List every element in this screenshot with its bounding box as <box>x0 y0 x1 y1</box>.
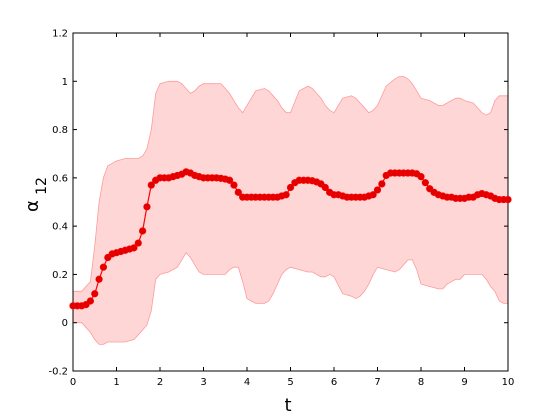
data-point <box>130 244 138 252</box>
data-point <box>230 181 238 189</box>
data-point <box>421 179 429 187</box>
data-point <box>99 263 108 271</box>
x-axis-title: t <box>284 395 291 416</box>
y-axis-title-subscript: 12 <box>34 177 50 195</box>
x-tick-label: 5 <box>287 377 293 388</box>
data-point <box>91 290 99 298</box>
data-point <box>95 275 103 283</box>
data-point <box>369 191 377 199</box>
y-tick-label: 0.4 <box>52 222 68 233</box>
data-point <box>86 297 94 305</box>
data-point <box>234 188 242 196</box>
y-axis-title: α 12 <box>22 177 50 212</box>
data-point <box>321 183 329 192</box>
x-tick-label: 1 <box>113 377 119 388</box>
x-tick-label: 3 <box>200 377 206 388</box>
data-point <box>147 181 155 189</box>
x-tick-label: 10 <box>502 377 515 388</box>
y-tick-label: 1 <box>62 77 68 88</box>
data-point <box>286 183 295 192</box>
data-point <box>134 239 142 247</box>
y-tick-label: 0 <box>62 318 68 329</box>
y-tick-label: 0.8 <box>52 125 68 136</box>
data-point <box>504 195 512 204</box>
data-point <box>139 227 147 235</box>
x-tick-label: 9 <box>461 377 467 388</box>
y-axis-title-main: α <box>22 200 43 212</box>
data-point <box>143 203 151 211</box>
x-tick-label: 2 <box>157 377 163 388</box>
x-tick-label: 7 <box>374 377 380 388</box>
plot-area: 0 1 2 3 4 5 6 7 8 9 10-0.200.20.40.60.811.2 <box>48 29 514 389</box>
y-tick-label: -0.2 <box>48 367 68 378</box>
x-tick-label: 4 <box>244 377 250 388</box>
data-point <box>226 176 234 184</box>
y-tick-label: 0.2 <box>52 270 68 281</box>
data-point <box>378 180 386 188</box>
data-point <box>417 173 425 181</box>
data-point <box>282 191 290 199</box>
data-point <box>373 186 382 194</box>
y-tick-label: 1.2 <box>52 29 68 40</box>
x-tick-label: 8 <box>418 377 424 388</box>
x-tick-label: 6 <box>331 377 337 388</box>
y-tick-label: 0.6 <box>52 173 68 184</box>
x-tick-label: 0 <box>70 377 76 388</box>
